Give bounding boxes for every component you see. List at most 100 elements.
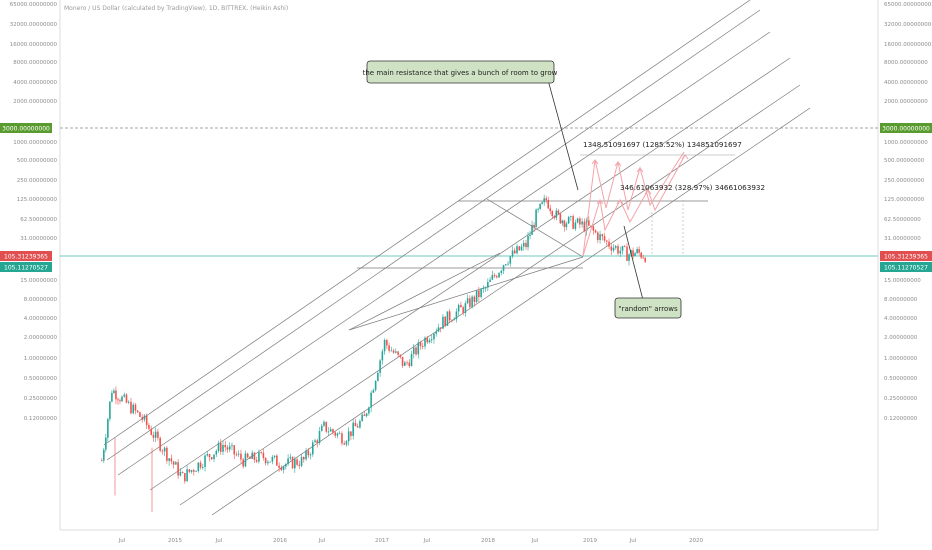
candle-body[interactable] <box>107 419 109 438</box>
candle-body[interactable] <box>419 342 422 347</box>
candle-body[interactable] <box>132 404 135 414</box>
channel-line-4[interactable] <box>149 57 791 491</box>
candle-body[interactable] <box>175 462 177 465</box>
candle-body[interactable] <box>101 460 103 462</box>
candle-body[interactable] <box>410 353 413 367</box>
candle-body[interactable] <box>210 457 213 460</box>
candle-body[interactable] <box>249 457 251 459</box>
candle-body[interactable] <box>285 464 287 467</box>
triangle-drawing[interactable] <box>348 198 708 331</box>
candle-body[interactable] <box>208 454 211 458</box>
candle-body[interactable] <box>206 454 209 456</box>
candle-body[interactable] <box>119 400 121 402</box>
candle-body[interactable] <box>480 289 482 298</box>
projection-zigzag-alt[interactable] <box>582 151 685 257</box>
candle-body[interactable] <box>242 459 244 467</box>
candle-body[interactable] <box>136 410 139 413</box>
candle-body[interactable] <box>399 354 402 357</box>
candle-body[interactable] <box>392 350 395 353</box>
candle-body[interactable] <box>224 444 227 448</box>
candle-body[interactable] <box>505 264 507 266</box>
candle-body[interactable] <box>117 399 119 401</box>
candle-body[interactable] <box>130 401 132 414</box>
time-axis[interactable]: Jul 2015 Jul 2016 Jul 2017 Jul 2018 Jul 2019 Jul 20… <box>118 538 704 544</box>
candle-body[interactable] <box>197 462 200 472</box>
candle-body[interactable] <box>509 256 512 264</box>
candle-body[interactable] <box>329 429 332 432</box>
candle-body[interactable] <box>291 457 294 469</box>
candle-body[interactable] <box>127 401 130 403</box>
candle-body[interactable] <box>190 470 193 472</box>
resistance-callout[interactable]: the main resistance that gives a bunch o… <box>363 60 579 191</box>
candle-body[interactable] <box>533 224 535 228</box>
candle-body[interactable] <box>448 311 451 321</box>
candle-body[interactable] <box>446 311 449 326</box>
candle-body[interactable] <box>111 393 113 402</box>
candle-body[interactable] <box>323 421 325 426</box>
candle-body[interactable] <box>368 407 370 414</box>
candle-body[interactable] <box>289 457 292 459</box>
candle-body[interactable] <box>365 413 368 417</box>
candle-body[interactable] <box>338 433 341 435</box>
candle-body[interactable] <box>555 210 558 218</box>
candle-body[interactable] <box>177 462 179 476</box>
candle-body[interactable] <box>251 452 253 459</box>
arrows-callout[interactable]: "random" arrows <box>614 225 682 319</box>
candle-body[interactable] <box>361 414 363 422</box>
candle-body[interactable] <box>276 455 278 466</box>
candle-body[interactable] <box>294 459 296 469</box>
candle-body[interactable] <box>359 421 361 428</box>
candle-body[interactable] <box>356 426 359 428</box>
candle-body[interactable] <box>525 242 527 248</box>
candle-body[interactable] <box>262 452 265 458</box>
candle-body[interactable] <box>139 412 141 417</box>
candle-body[interactable] <box>417 342 420 355</box>
candle-body[interactable] <box>529 234 531 236</box>
candle-body[interactable] <box>115 390 117 400</box>
candle-body[interactable] <box>518 246 521 251</box>
candle-body[interactable] <box>172 461 175 465</box>
candle-body[interactable] <box>522 242 525 247</box>
candle-body[interactable] <box>462 307 464 314</box>
channel-line-1[interactable] <box>103 0 751 446</box>
candle-body[interactable] <box>406 362 408 364</box>
candle-body[interactable] <box>217 442 220 451</box>
candle-body[interactable] <box>152 434 155 438</box>
candle-body[interactable] <box>638 249 640 253</box>
candle-body[interactable] <box>159 437 161 451</box>
candle-body[interactable] <box>484 287 487 289</box>
candle-body[interactable] <box>246 453 249 458</box>
candle-body[interactable] <box>520 246 523 251</box>
candle-body[interactable] <box>557 210 560 214</box>
candle-body[interactable] <box>603 236 606 241</box>
candle-body[interactable] <box>372 390 375 393</box>
candle-body[interactable] <box>298 464 301 466</box>
candle-body[interactable] <box>327 431 330 433</box>
candle-body[interactable] <box>222 444 224 452</box>
candle-body[interactable] <box>502 265 505 271</box>
candle-body[interactable] <box>608 241 610 247</box>
candle-body[interactable] <box>464 303 467 314</box>
candle-body[interactable] <box>471 296 473 307</box>
candle-body[interactable] <box>430 339 433 341</box>
candle-body[interactable] <box>109 401 111 420</box>
candle-body[interactable] <box>549 208 552 212</box>
candle-body[interactable] <box>421 346 424 347</box>
candle-body[interactable] <box>123 394 126 397</box>
candle-body[interactable] <box>428 340 431 343</box>
candle-body[interactable] <box>300 457 303 466</box>
candle-body[interactable] <box>547 200 550 209</box>
candle-body[interactable] <box>381 351 384 361</box>
candle-body[interactable] <box>233 445 236 455</box>
candle-body[interactable] <box>148 425 150 429</box>
candle-body[interactable] <box>253 452 256 460</box>
candle-body[interactable] <box>334 432 337 436</box>
candle-body[interactable] <box>553 216 556 218</box>
candle-body[interactable] <box>612 247 615 251</box>
candle-body[interactable] <box>466 298 469 304</box>
candle-body[interactable] <box>493 275 496 277</box>
candle-body[interactable] <box>531 224 533 235</box>
candle-body[interactable] <box>325 421 328 432</box>
candle-body[interactable] <box>588 220 590 226</box>
